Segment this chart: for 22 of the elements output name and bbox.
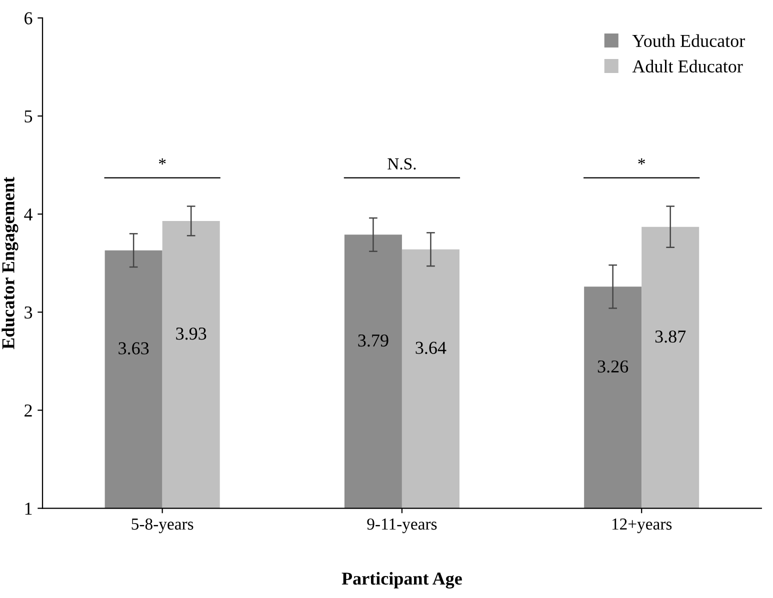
y-axis-title: Educator Engagement xyxy=(2,176,18,350)
y-tick-label: 2 xyxy=(24,404,32,416)
y-tick-label: 6 xyxy=(24,12,32,24)
annotation: * xyxy=(638,158,645,165)
y-tick-label: 3 xyxy=(24,306,32,319)
x-axis-title: Participant Age xyxy=(342,572,462,589)
y-tick-label: 4 xyxy=(24,208,33,220)
y-tick-label: 1 xyxy=(25,502,32,515)
annotation: * xyxy=(158,158,166,165)
x-tick-label: 12+years xyxy=(612,518,672,534)
x-tick-label: 9-11-years xyxy=(367,518,437,534)
x-tick-label: 5-8-years xyxy=(132,518,194,534)
annotation: N.S. xyxy=(388,158,416,170)
data-label: 3.26 xyxy=(598,360,628,373)
data-label: 3.64 xyxy=(416,342,446,354)
legend-label: Adult Educator xyxy=(632,60,743,73)
y-tick-label: 5 xyxy=(24,110,32,122)
data-label: 3.93 xyxy=(176,328,206,340)
legend-label: Youth Educator xyxy=(632,34,745,48)
data-label: 3.63 xyxy=(118,342,149,355)
data-label: 3.79 xyxy=(358,334,388,347)
data-label: 3.87 xyxy=(655,330,686,343)
